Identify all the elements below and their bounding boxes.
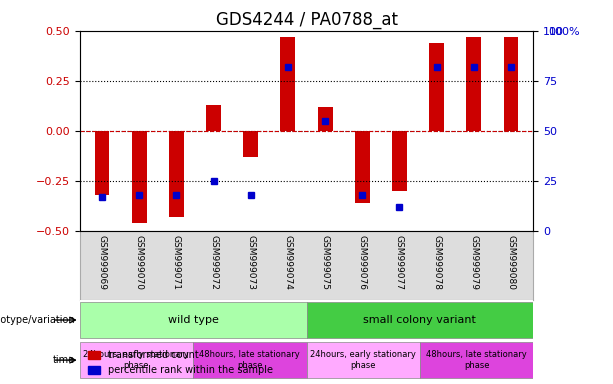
Text: wild type: wild type — [168, 315, 218, 325]
Title: GDS4244 / PA0788_at: GDS4244 / PA0788_at — [216, 12, 397, 30]
Bar — [206, 105, 221, 131]
Text: GSM999069: GSM999069 — [97, 235, 107, 290]
Text: GSM999074: GSM999074 — [283, 235, 292, 290]
Text: GSM999071: GSM999071 — [172, 235, 181, 290]
Text: GSM999077: GSM999077 — [395, 235, 404, 290]
Bar — [94, 131, 110, 195]
Bar — [169, 131, 184, 217]
Text: GSM999078: GSM999078 — [432, 235, 441, 290]
FancyBboxPatch shape — [193, 342, 306, 378]
FancyBboxPatch shape — [80, 342, 193, 378]
Bar — [429, 43, 444, 131]
Text: 24hours, early stationary
phase: 24hours, early stationary phase — [310, 351, 416, 370]
Text: GSM999073: GSM999073 — [246, 235, 255, 290]
Bar — [355, 131, 370, 203]
Y-axis label: 100%: 100% — [549, 27, 581, 37]
Bar — [318, 107, 332, 131]
Text: 24hours, early stationary
phase: 24hours, early stationary phase — [83, 351, 189, 370]
Text: time: time — [53, 355, 75, 365]
Text: GSM999072: GSM999072 — [209, 235, 218, 290]
FancyBboxPatch shape — [80, 302, 306, 338]
FancyBboxPatch shape — [306, 302, 533, 338]
Bar — [392, 131, 407, 191]
Text: GSM999079: GSM999079 — [470, 235, 478, 290]
Text: small colony variant: small colony variant — [364, 315, 476, 325]
Text: 48hours, late stationary
phase: 48hours, late stationary phase — [426, 351, 527, 370]
FancyBboxPatch shape — [420, 342, 533, 378]
Text: GSM999075: GSM999075 — [321, 235, 330, 290]
Text: 48hours, late stationary
phase: 48hours, late stationary phase — [199, 351, 300, 370]
Bar — [466, 37, 481, 131]
Text: GSM999080: GSM999080 — [506, 235, 516, 290]
Text: GSM999076: GSM999076 — [358, 235, 367, 290]
Legend: transformed count, percentile rank within the sample: transformed count, percentile rank withi… — [85, 346, 277, 379]
Bar — [503, 37, 519, 131]
Text: GSM999070: GSM999070 — [135, 235, 143, 290]
FancyBboxPatch shape — [306, 342, 420, 378]
Bar — [281, 37, 295, 131]
Bar — [132, 131, 147, 223]
Bar — [243, 131, 258, 157]
Text: genotype/variation: genotype/variation — [0, 315, 75, 325]
